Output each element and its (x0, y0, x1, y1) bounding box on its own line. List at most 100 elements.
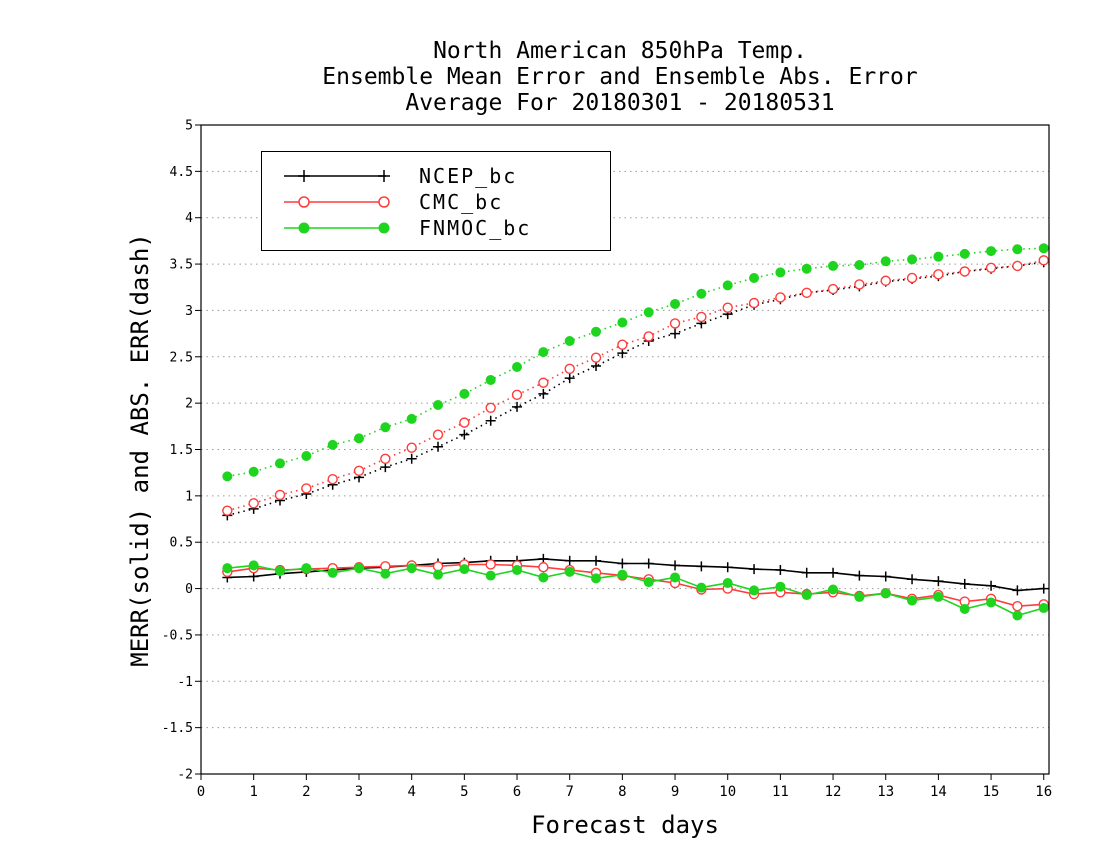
data-point (301, 563, 312, 574)
data-point (380, 568, 391, 579)
data-point (696, 288, 707, 299)
data-point (880, 571, 891, 582)
series-fnmoc-bc-solid (222, 560, 1049, 621)
legend-label-cmc: CMC_bc (419, 190, 504, 214)
data-point (933, 269, 944, 280)
data-point (670, 298, 681, 309)
data-point (670, 560, 681, 571)
data-point (512, 565, 523, 576)
chart-title-line-1: North American 850hPa Temp. (433, 38, 807, 64)
chart-title-line-3: Average For 20180301 - 20180531 (405, 90, 835, 116)
data-point (827, 283, 839, 295)
data-point (327, 439, 338, 450)
data-point (933, 591, 944, 602)
data-point (643, 577, 654, 588)
x-tick-label: 9 (671, 784, 679, 800)
data-point (722, 562, 733, 573)
data-point (248, 560, 259, 571)
data-point (1038, 583, 1049, 594)
data-point (564, 363, 575, 375)
data-point (512, 361, 523, 372)
axis-layer: -2-1.5-1-0.500.511.522.533.544.550 1 2 3 4 5 6… (162, 119, 1052, 801)
data-point (959, 266, 970, 277)
data-point (564, 555, 575, 566)
data-point (880, 256, 891, 267)
data-point (1038, 603, 1049, 614)
data-point (432, 429, 444, 440)
x-tick-label: 4 (407, 784, 415, 800)
data-point (591, 573, 602, 584)
data-point (1012, 610, 1023, 621)
legend: NCEP_bc CMC_bc FNMOC_bc (261, 151, 611, 251)
series-line (227, 259, 1044, 512)
y-tick-label: 0 (185, 582, 193, 597)
data-point (591, 555, 602, 566)
data-point (485, 374, 496, 385)
series-layer (222, 243, 1049, 621)
data-point (538, 572, 549, 583)
y-tick-label: 2.5 (170, 350, 193, 365)
data-point (275, 458, 286, 469)
data-point (433, 399, 444, 410)
y-tick-label: -2 (177, 768, 193, 783)
data-point (880, 275, 891, 286)
data-point (722, 280, 733, 291)
data-point (353, 465, 365, 477)
data-point (248, 466, 259, 477)
chart-title-line-2: Ensemble Mean Error and Ensemble Abs. Er… (322, 64, 918, 90)
data-point (828, 567, 839, 578)
y-tick-label: 1.5 (170, 443, 193, 458)
data-point (854, 591, 865, 602)
data-point (327, 567, 338, 578)
data-point (801, 590, 812, 601)
data-point (538, 347, 549, 358)
data-point (854, 279, 865, 290)
y-tick-label: -1.5 (162, 721, 193, 736)
y-tick-label: 3.5 (170, 258, 193, 273)
legend-swatch-fnmoc (284, 222, 390, 234)
data-point (433, 441, 444, 452)
data-point (248, 498, 259, 509)
data-point (643, 331, 654, 342)
x-tick-label: 5 (460, 784, 468, 800)
x-tick-label: 1 (249, 784, 257, 800)
y-tick-label: 2 (185, 397, 193, 412)
legend-label-ncep: NCEP_bc (419, 164, 518, 188)
data-point (485, 570, 496, 581)
data-point (907, 595, 918, 606)
legend-swatch-ncep (284, 170, 390, 182)
data-point (380, 453, 391, 464)
x-tick-label: 16 (1035, 784, 1052, 800)
data-point (933, 251, 944, 262)
data-point (670, 328, 681, 339)
x-tick-label: 2 (302, 784, 310, 800)
legend-item-fnmoc: FNMOC_bc (262, 215, 610, 241)
data-point (880, 588, 891, 599)
y-tick-label: -1 (177, 675, 193, 690)
data-point (354, 563, 365, 574)
data-point (459, 429, 470, 440)
data-point (696, 311, 707, 323)
data-point (617, 339, 628, 350)
data-point (222, 563, 233, 574)
data-point (643, 558, 654, 569)
data-point (670, 572, 681, 583)
data-point (617, 569, 628, 580)
data-point (748, 297, 760, 309)
x-tick-label: 14 (930, 784, 947, 800)
data-point (564, 373, 575, 384)
data-point (775, 581, 786, 592)
data-point (749, 564, 760, 575)
data-point (1012, 260, 1023, 272)
data-point (696, 582, 707, 593)
legend-label-fnmoc: FNMOC_bc (419, 216, 532, 240)
legend-item-cmc: CMC_bc (262, 189, 610, 215)
x-tick-label: 6 (513, 784, 521, 800)
data-point (433, 569, 444, 580)
data-point (1012, 585, 1023, 596)
data-point (959, 248, 970, 259)
x-tick-label: 0 (197, 784, 205, 800)
data-point (854, 259, 865, 270)
legend-item-ncep: NCEP_bc (262, 163, 610, 189)
